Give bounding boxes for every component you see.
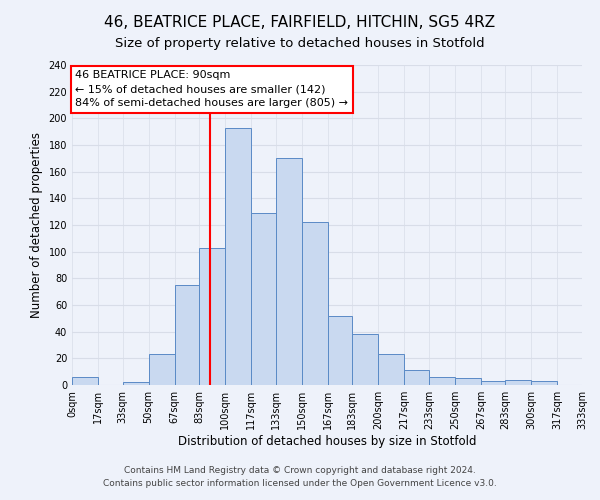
Bar <box>481 381 505 385</box>
Text: 46 BEATRICE PLACE: 90sqm
← 15% of detached houses are smaller (142)
84% of semi-: 46 BEATRICE PLACE: 90sqm ← 15% of detach… <box>75 70 348 108</box>
Bar <box>352 334 379 385</box>
Y-axis label: Number of detached properties: Number of detached properties <box>30 132 43 318</box>
Bar <box>225 128 251 385</box>
Bar <box>404 370 429 385</box>
Bar <box>275 158 302 385</box>
Bar <box>532 381 557 385</box>
Bar <box>175 285 199 385</box>
Bar <box>455 378 481 385</box>
Bar <box>149 354 175 385</box>
Bar <box>251 213 275 385</box>
Text: 46, BEATRICE PLACE, FAIRFIELD, HITCHIN, SG5 4RZ: 46, BEATRICE PLACE, FAIRFIELD, HITCHIN, … <box>104 15 496 30</box>
X-axis label: Distribution of detached houses by size in Stotfold: Distribution of detached houses by size … <box>178 435 476 448</box>
Bar <box>72 377 98 385</box>
Bar <box>122 382 149 385</box>
Bar <box>429 377 455 385</box>
Text: Contains HM Land Registry data © Crown copyright and database right 2024.
Contai: Contains HM Land Registry data © Crown c… <box>103 466 497 487</box>
Bar <box>505 380 532 385</box>
Bar <box>379 354 404 385</box>
Bar <box>328 316 352 385</box>
Text: Size of property relative to detached houses in Stotfold: Size of property relative to detached ho… <box>115 38 485 51</box>
Bar <box>302 222 328 385</box>
Bar <box>199 248 225 385</box>
